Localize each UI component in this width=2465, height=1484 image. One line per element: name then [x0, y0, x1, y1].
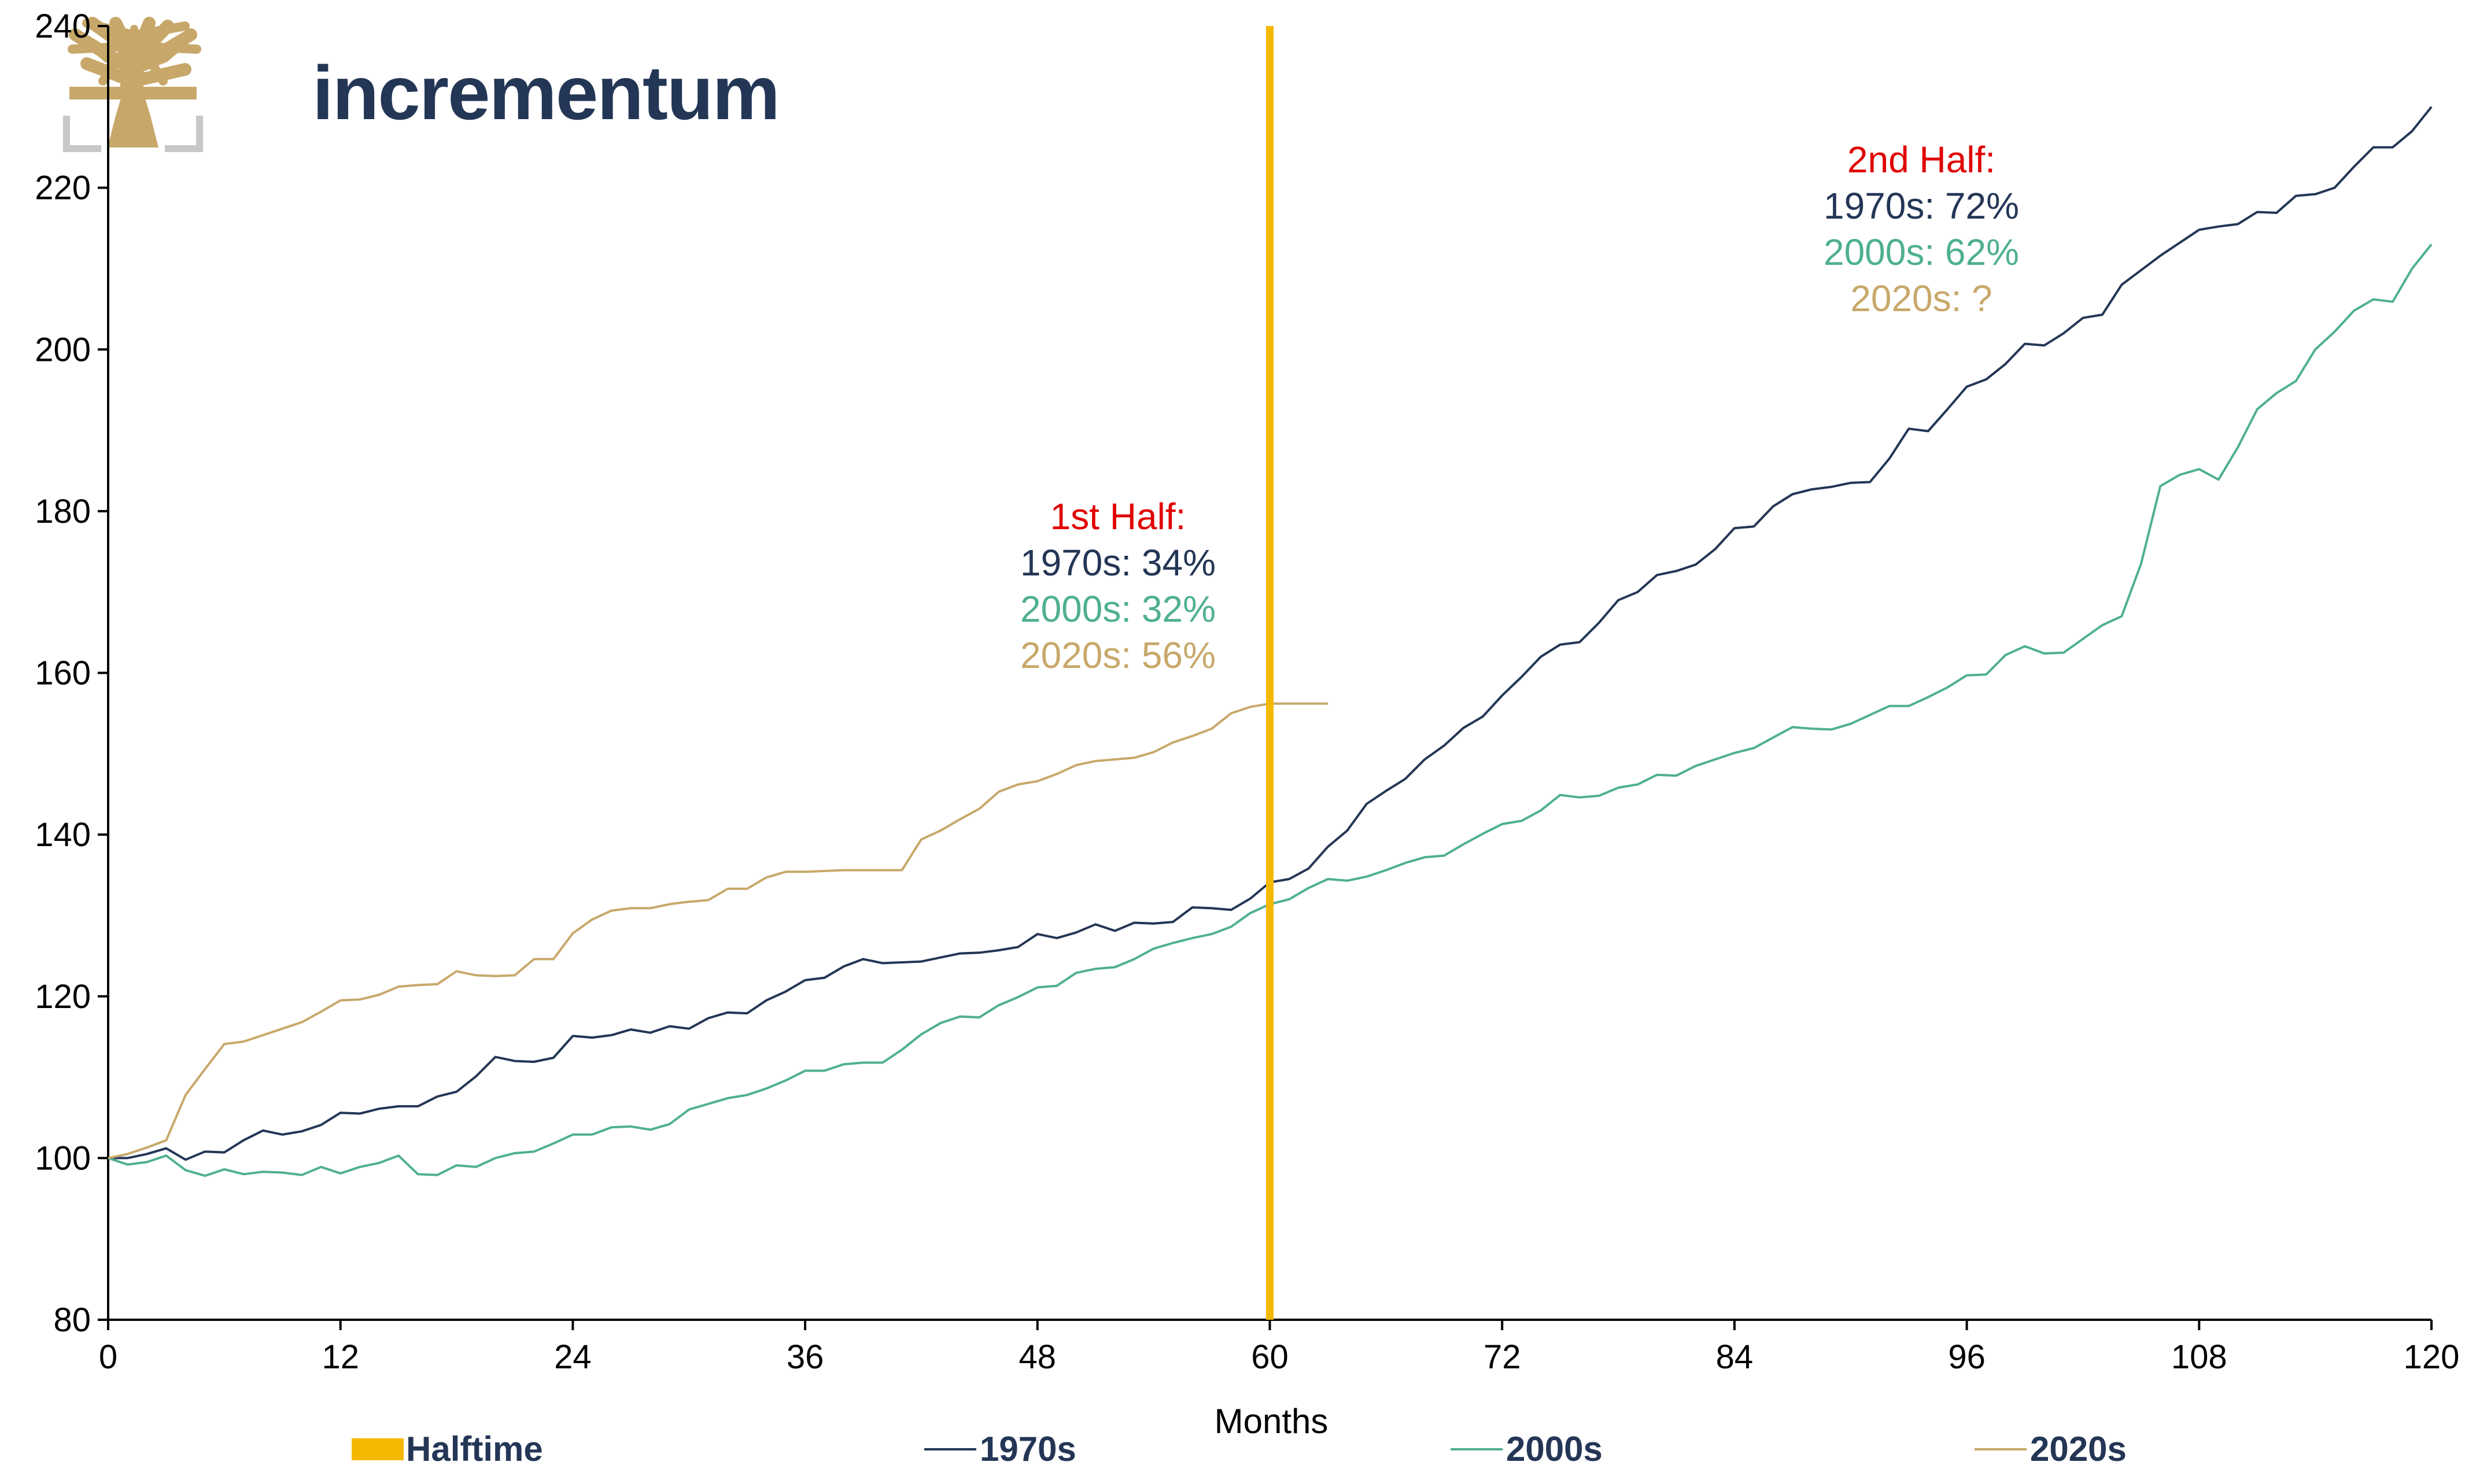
y-tick-label: 160 [35, 655, 91, 692]
legend-swatch-halftime [352, 1438, 404, 1460]
legend-label-1970s: 1970s [980, 1430, 1076, 1468]
legend: Halftime 1970s 2000s 2020s [352, 1430, 2127, 1468]
annotation-1970s: 1970s: 34% [1020, 542, 1216, 584]
x-tick-label: 120 [2404, 1338, 2460, 1376]
x-tick-label: 60 [1251, 1338, 1289, 1376]
x-tick-label: 72 [1484, 1338, 1521, 1376]
x-tick-label: 108 [2171, 1338, 2227, 1376]
logo: incrementum [63, 17, 780, 152]
legend-item-2000s: 2000s [1451, 1430, 1603, 1468]
y-tick-label: 80 [53, 1301, 91, 1339]
annotation-heading: 1st Half: [1050, 496, 1186, 537]
x-axis-title: Months [1215, 1402, 1329, 1441]
axes: 80 100 120 140 160 180 200 220 240 0 12 24 36 48 60 72… [35, 8, 2459, 1441]
x-tick-label: 48 [1019, 1338, 1057, 1376]
y-tick-label: 200 [35, 331, 91, 368]
series-line-2020s [108, 702, 1328, 1160]
legend-label-2000s: 2000s [1506, 1430, 1603, 1468]
annotation-first-half: 1st Half: 1970s: 34% 2000s: 32% 2020s: 5… [1020, 496, 1216, 676]
y-tick-label: 240 [35, 8, 91, 45]
y-tick-label: 100 [35, 1139, 91, 1177]
y-tick-label: 140 [35, 816, 91, 854]
legend-item-2020s: 2020s [1975, 1430, 2127, 1468]
x-ticks: 0 12 24 36 48 60 72 84 96 108 120 [99, 1320, 2460, 1376]
annotation-2000s: 2000s: 62% [1824, 231, 2019, 273]
annotation-1970s: 1970s: 72% [1824, 185, 2019, 227]
legend-label-2020s: 2020s [2030, 1430, 2127, 1468]
annotation-second-half: 2nd Half: 1970s: 72% 2000s: 62% 2020s: ? [1824, 139, 2019, 319]
x-tick-label: 0 [99, 1338, 117, 1376]
logo-wordmark: incrementum [312, 50, 779, 135]
legend-item-1970s: 1970s [924, 1430, 1076, 1468]
x-tick-label: 96 [1948, 1338, 1986, 1376]
legend-label-halftime: Halftime [406, 1430, 543, 1468]
y-tick-label: 180 [35, 493, 91, 530]
x-tick-label: 12 [322, 1338, 359, 1376]
x-tick-label: 24 [554, 1338, 592, 1376]
y-tick-label: 220 [35, 169, 91, 207]
x-tick-label: 36 [787, 1338, 824, 1376]
y-ticks: 80 100 120 140 160 180 200 220 240 [35, 8, 108, 1339]
legend-item-halftime: Halftime [352, 1430, 543, 1468]
x-tick-label: 84 [1716, 1338, 1754, 1376]
annotation-heading: 2nd Half: [1847, 139, 1995, 180]
plot-area [108, 26, 2433, 1320]
y-tick-label: 120 [35, 978, 91, 1016]
annotation-2000s: 2000s: 32% [1020, 588, 1216, 630]
annotation-2020s: 2020s: 56% [1020, 634, 1216, 676]
annotation-2020s: 2020s: ? [1850, 278, 1992, 319]
